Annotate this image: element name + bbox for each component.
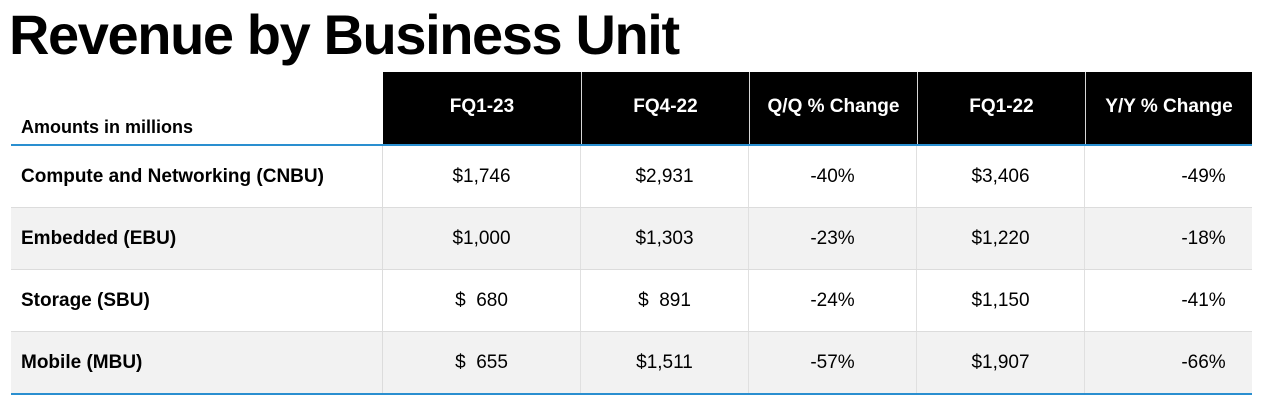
table-row: Mobile (MBU) $ 655 $1,511 -57% $1,907 -6… bbox=[11, 332, 1252, 393]
table-cell: -18% bbox=[1181, 227, 1226, 249]
row-label: Storage (SBU) bbox=[11, 270, 383, 331]
table-cell: $1,746 bbox=[383, 146, 581, 207]
table-cell: $ 680 bbox=[383, 270, 581, 331]
table-cell: -24% bbox=[749, 270, 917, 331]
corner-label: Amounts in millions bbox=[21, 117, 194, 137]
column-header-fq4-22: FQ4-22 bbox=[581, 72, 749, 144]
table-cell: $1,220 bbox=[917, 208, 1085, 269]
table-cell: $ 655 bbox=[383, 332, 581, 393]
page-title: Revenue by Business Unit bbox=[9, 3, 680, 66]
table-cell: $1,150 bbox=[917, 270, 1085, 331]
table-cell: $3,406 bbox=[917, 146, 1085, 207]
table-cell: $ 891 bbox=[581, 270, 749, 331]
revenue-table: Amounts in millions FQ1-23 FQ4-22 Q/Q % … bbox=[11, 72, 1252, 395]
header-divider bbox=[11, 144, 1252, 146]
row-label: Mobile (MBU) bbox=[11, 332, 383, 393]
table-bottom-rule bbox=[11, 393, 1252, 395]
table-row: Compute and Networking (CNBU) $1,746 $2,… bbox=[11, 146, 1252, 208]
table-cell: -41% bbox=[1181, 289, 1226, 311]
table-cell: $1,907 bbox=[917, 332, 1085, 393]
row-label: Embedded (EBU) bbox=[11, 208, 383, 269]
table-cell: -49% bbox=[1181, 165, 1226, 187]
table-cell: $2,931 bbox=[581, 146, 749, 207]
table-row: Embedded (EBU) $1,000 $1,303 -23% $1,220… bbox=[11, 208, 1252, 270]
column-header-qq-change: Q/Q % Change bbox=[749, 72, 917, 144]
table-cell: -23% bbox=[749, 208, 917, 269]
table-cell: -40% bbox=[749, 146, 917, 207]
column-header-fq1-23: FQ1-23 bbox=[383, 72, 581, 144]
table-row: Storage (SBU) $ 680 $ 891 -24% $1,150 -4… bbox=[11, 270, 1252, 332]
column-header-yy-change: Y/Y % Change bbox=[1085, 72, 1252, 144]
row-label: Compute and Networking (CNBU) bbox=[11, 146, 383, 207]
table-cell: $1,511 bbox=[581, 332, 749, 393]
table-cell: $1,303 bbox=[581, 208, 749, 269]
column-header-fq1-22: FQ1-22 bbox=[917, 72, 1085, 144]
table-cell: $1,000 bbox=[383, 208, 581, 269]
table-cell: -66% bbox=[1181, 351, 1226, 373]
table-cell: -57% bbox=[749, 332, 917, 393]
table-header-row: Amounts in millions FQ1-23 FQ4-22 Q/Q % … bbox=[11, 72, 1252, 144]
